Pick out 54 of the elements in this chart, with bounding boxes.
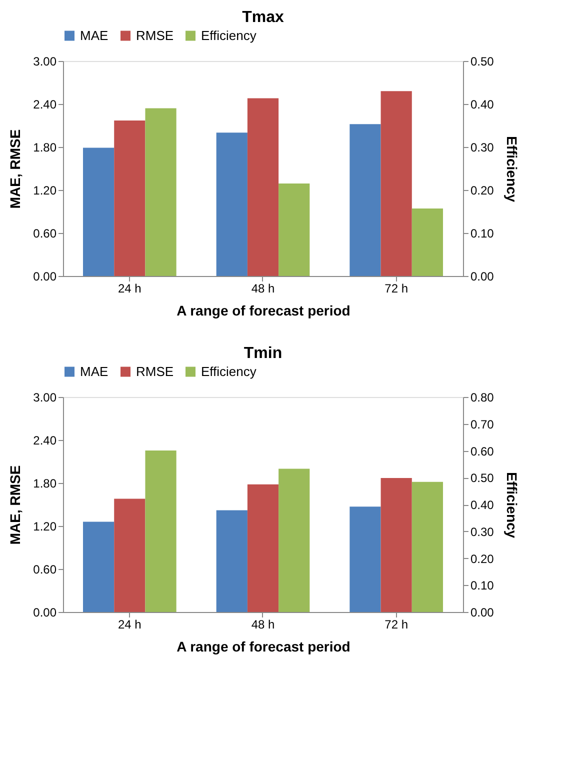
y-tick-label: 1.20 xyxy=(33,184,57,198)
y2-tick-label: 0.60 xyxy=(470,444,494,458)
y2-tick-label: 0.20 xyxy=(470,552,494,566)
x-tick-label: 24 h xyxy=(118,618,142,632)
bar xyxy=(83,148,114,276)
y2-axis-title: Efficiency xyxy=(504,136,520,202)
y-tick-label: 1.20 xyxy=(33,520,57,534)
y-tick-label: 1.80 xyxy=(33,476,57,490)
chart-title: Tmin xyxy=(244,345,282,362)
y2-tick-label: 0.00 xyxy=(470,270,494,284)
y2-tick-label: 0.50 xyxy=(470,54,494,68)
legend-label: MAE xyxy=(80,28,108,43)
y2-tick-label: 0.30 xyxy=(470,524,494,539)
y2-tick-label: 0.40 xyxy=(470,98,494,112)
bar xyxy=(83,522,114,612)
x-tick-label: 72 h xyxy=(384,618,408,632)
y-tick-label: 1.80 xyxy=(33,140,57,154)
y-tick-label: 0.00 xyxy=(33,270,57,284)
y2-tick-label: 0.20 xyxy=(470,184,494,198)
x-tick-label: 24 h xyxy=(118,282,142,296)
bar xyxy=(350,124,381,276)
y2-tick-label: 0.40 xyxy=(470,498,494,512)
y2-tick-label: 0.50 xyxy=(470,471,494,486)
y2-tick-label: 0.80 xyxy=(470,390,494,404)
bar xyxy=(216,132,248,276)
y2-tick-label: 0.30 xyxy=(470,140,494,154)
x-axis-title: A range of forecast period xyxy=(176,302,350,318)
legend-label: Efficiency xyxy=(201,364,257,379)
chart-title: Tmax xyxy=(242,9,284,26)
bar xyxy=(380,91,412,276)
y-axis-title: MAE, RMSE xyxy=(7,129,24,209)
x-tick-label: 48 h xyxy=(251,618,275,632)
legend-label: RMSE xyxy=(136,28,174,43)
legend-label: Efficiency xyxy=(201,28,257,43)
x-tick-label: 72 h xyxy=(384,282,408,296)
y2-tick-label: 0.10 xyxy=(470,578,494,593)
bar xyxy=(216,510,248,612)
y2-tick-label: 0.00 xyxy=(470,606,494,620)
y-tick-label: 0.60 xyxy=(33,562,57,576)
legend-label: MAE xyxy=(80,364,108,379)
y2-axis-title: Efficiency xyxy=(504,472,520,538)
bar xyxy=(350,506,381,612)
legend-label: RMSE xyxy=(136,364,174,379)
x-axis-title: A range of forecast period xyxy=(176,638,350,654)
y-tick-label: 0.60 xyxy=(33,226,57,240)
x-tick-label: 48 h xyxy=(251,282,275,296)
y2-tick-label: 0.70 xyxy=(470,417,494,432)
y-tick-label: 3.00 xyxy=(33,54,57,68)
y-axis-title: MAE, RMSE xyxy=(7,465,24,545)
y-tick-label: 2.40 xyxy=(33,98,57,112)
y-tick-label: 0.00 xyxy=(33,606,57,620)
y2-tick-label: 0.10 xyxy=(470,226,494,240)
y-tick-label: 3.00 xyxy=(33,390,57,404)
y-tick-label: 2.40 xyxy=(33,434,57,448)
